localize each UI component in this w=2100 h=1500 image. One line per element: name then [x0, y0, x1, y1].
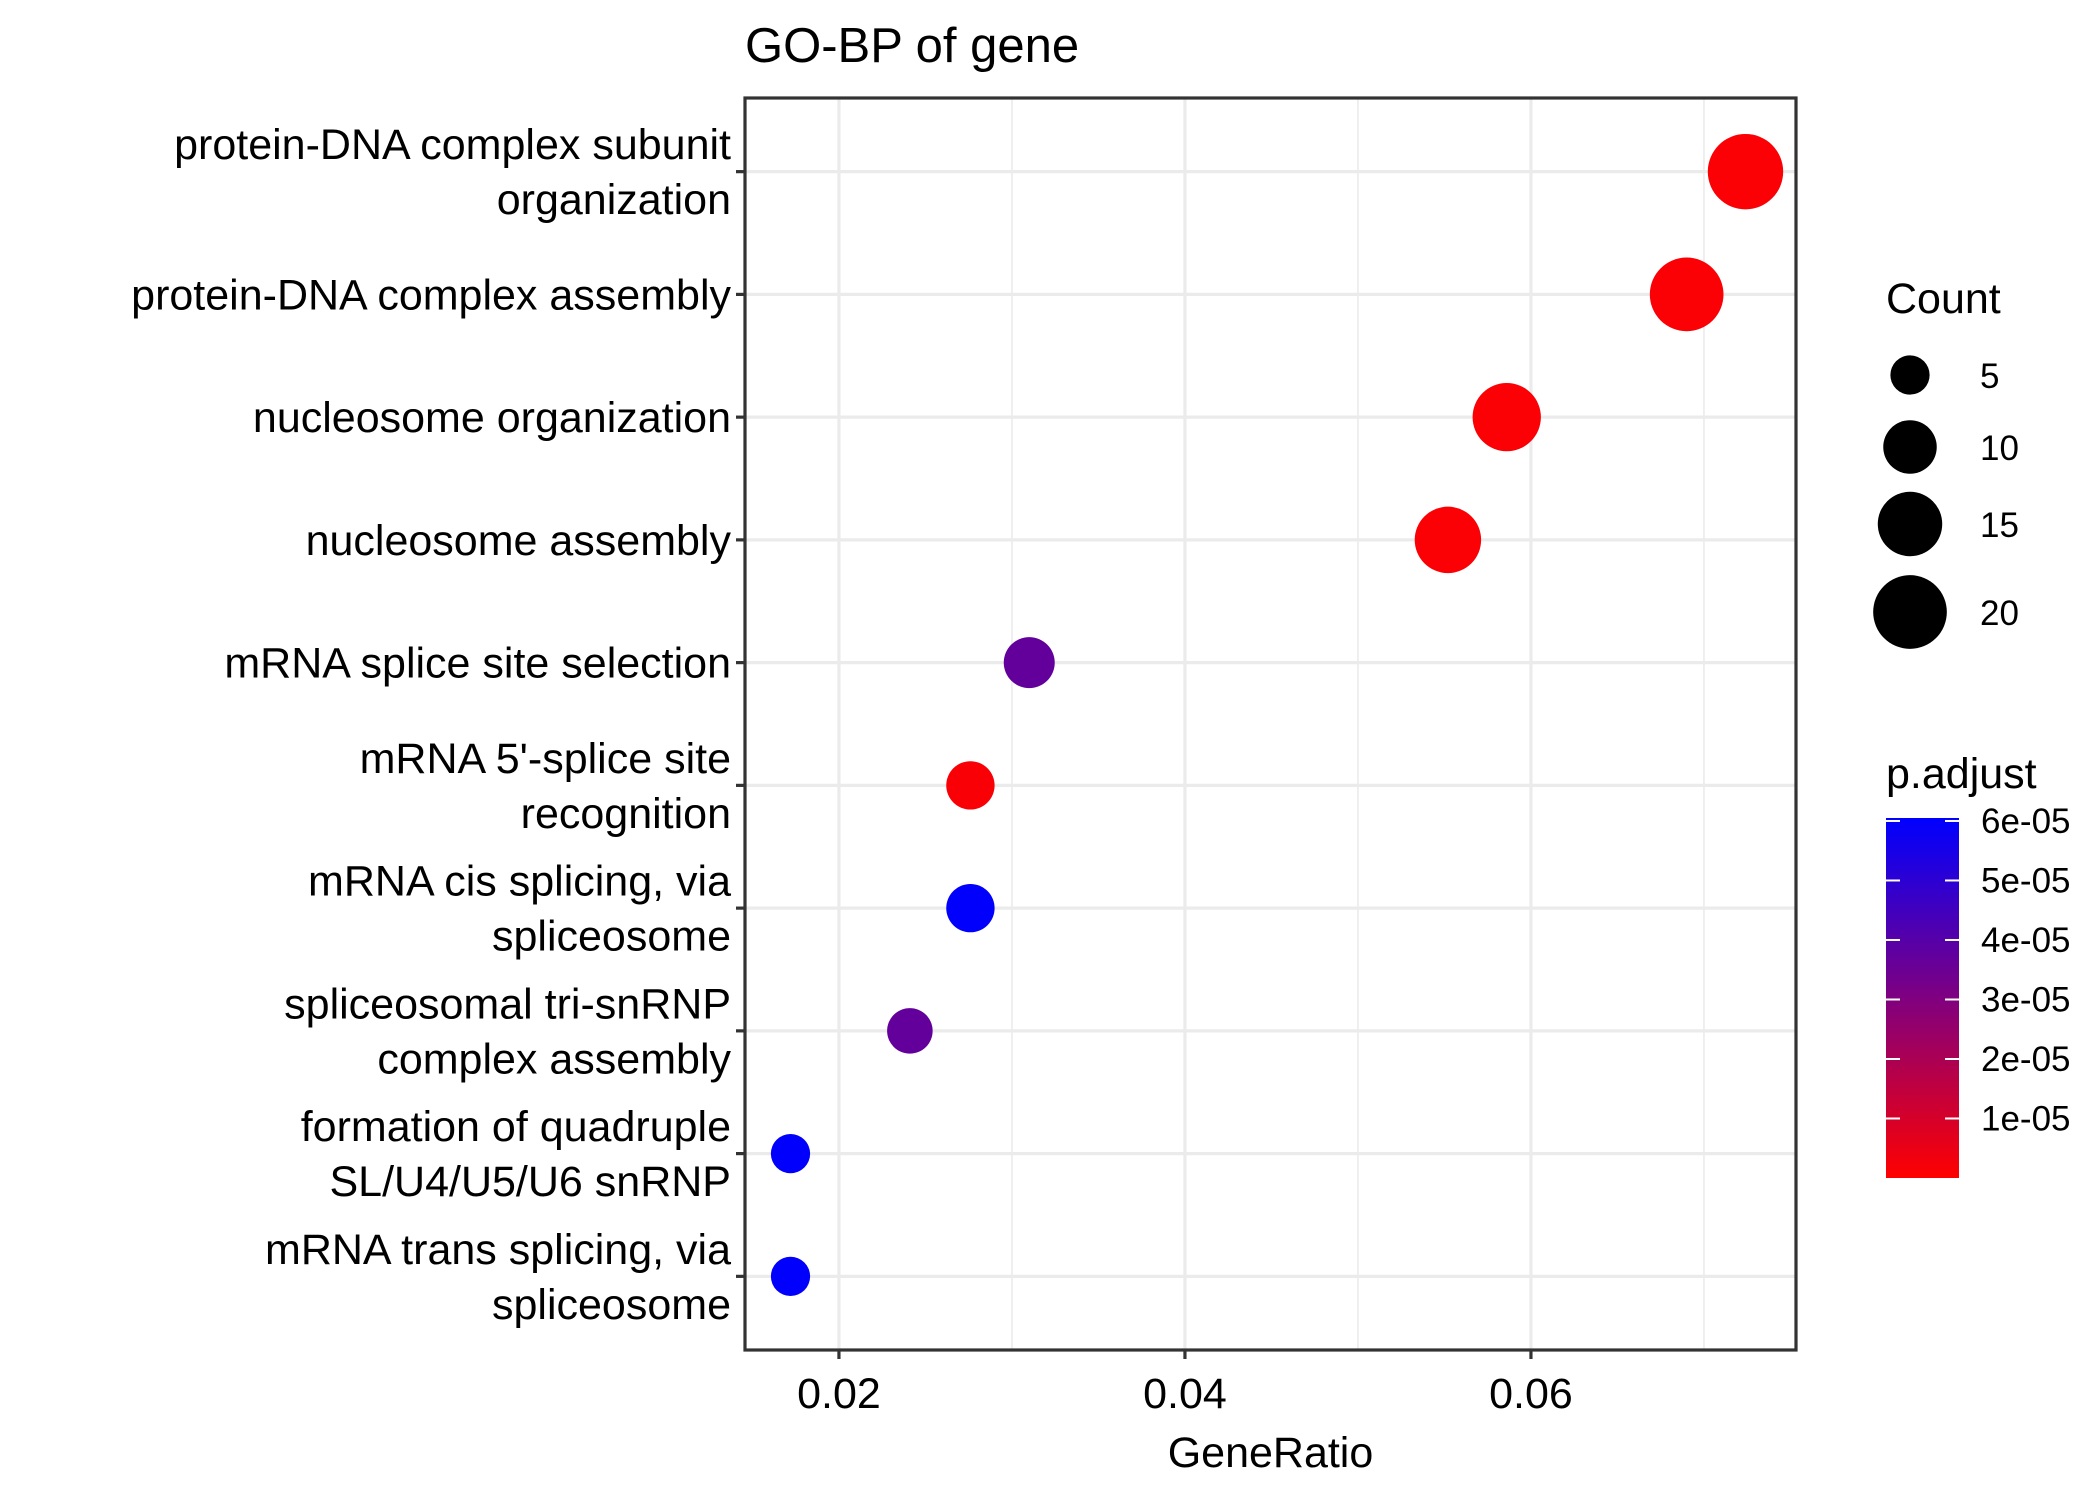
data-point: [770, 1133, 811, 1174]
data-point: [1649, 257, 1724, 332]
y-tick-label: mRNA cis splicing, via: [308, 858, 731, 906]
y-tick-label: protein-DNA complex assembly: [131, 271, 731, 319]
data-points: [770, 133, 1784, 1296]
x-tick-label: 0.06: [1489, 1370, 1573, 1418]
x-tick-label: 0.04: [1143, 1370, 1227, 1418]
data-point: [946, 883, 995, 933]
y-tick-label: complex assembly: [377, 1035, 731, 1083]
grid-lines: [745, 98, 1796, 1350]
y-tick-label: mRNA trans splicing, via: [265, 1226, 731, 1274]
y-tick-label: spliceosome: [492, 1281, 731, 1329]
data-point: [887, 1008, 933, 1054]
count-size-legend: Count 5 10 15 20: [1873, 275, 2019, 649]
p-adjust-color-legend: p.adjust 6e-05 5e-05 4e-05 3e-05 2e-05 1e-05: [1886, 750, 2071, 1178]
y-tick-label: recognition: [521, 790, 731, 838]
p-adjust-colorbar: [1886, 818, 1959, 1178]
count-legend-label: 15: [1980, 506, 2019, 545]
y-tick-label: organization: [497, 176, 731, 224]
p-adjust-legend-label: 1e-05: [1981, 1099, 2071, 1138]
y-axis: protein-DNA complex subunit organization p…: [131, 121, 745, 1329]
count-legend-label: 20: [1980, 594, 2019, 633]
y-tick-label: formation of quadruple: [301, 1103, 731, 1151]
plot-panel-border: [743, 96, 1798, 1352]
p-adjust-legend-title: p.adjust: [1886, 750, 2037, 798]
y-tick-label: spliceosome: [492, 913, 731, 961]
y-tick-label: mRNA splice site selection: [224, 640, 731, 688]
count-legend-label: 10: [1980, 429, 2019, 468]
count-legend-label: 5: [1980, 357, 1999, 396]
x-axis-title: GeneRatio: [1168, 1429, 1374, 1477]
y-tick-label: spliceosomal tri-snRNP: [284, 980, 731, 1028]
data-point: [1707, 133, 1784, 210]
chart-title: GO-BP of gene: [745, 19, 1079, 73]
count-legend-key: [1873, 575, 1947, 649]
count-legend-key: [1877, 491, 1943, 557]
p-adjust-legend-label: 3e-05: [1981, 980, 2071, 1019]
p-adjust-legend-label: 2e-05: [1981, 1040, 2071, 1079]
p-adjust-legend-label: 4e-05: [1981, 921, 2071, 960]
count-legend-key: [1883, 420, 1937, 474]
data-point: [770, 1256, 811, 1296]
data-point: [1472, 382, 1541, 452]
y-tick-label: SL/U4/U5/U6 snRNP: [330, 1158, 732, 1206]
y-tick-label: mRNA 5'-splice site: [360, 735, 731, 783]
y-tick-label: protein-DNA complex subunit: [174, 121, 731, 169]
x-tick-label: 0.02: [797, 1370, 881, 1418]
y-tick-label: nucleosome organization: [253, 394, 731, 442]
y-tick-label: nucleosome assembly: [306, 517, 732, 565]
data-point: [1414, 506, 1482, 574]
x-axis: 0.02 0.04 0.06: [797, 1350, 1573, 1418]
data-point: [1003, 637, 1055, 689]
count-legend-title: Count: [1886, 275, 2001, 323]
p-adjust-legend-label: 5e-05: [1981, 861, 2071, 900]
count-legend-key: [1890, 355, 1930, 395]
data-point: [946, 761, 995, 810]
p-adjust-legend-label: 6e-05: [1981, 802, 2071, 841]
